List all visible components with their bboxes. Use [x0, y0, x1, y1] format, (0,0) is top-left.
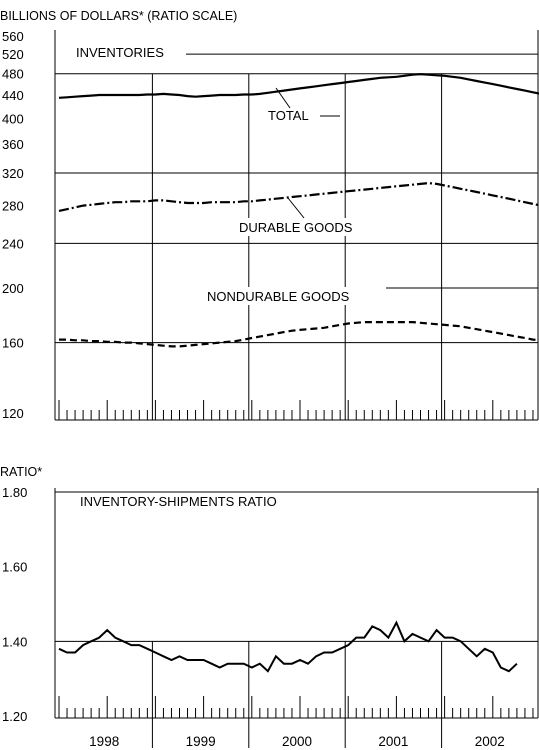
- top-x-ticks: [58, 400, 534, 420]
- section-label: INVENTORIES: [76, 45, 164, 60]
- series-label-durable: DURABLE GOODS: [239, 220, 353, 235]
- top-y-ticks: 560 520 480 440 400 360 320 280 240 200 160 120: [2, 29, 24, 421]
- top-chart-title: BILLIONS OF DOLLARS* (RATIO SCALE): [0, 9, 237, 23]
- top-series: [58, 73, 539, 348]
- y-tick-label: 280: [2, 199, 24, 214]
- section-label-bg: [68, 42, 186, 62]
- y-tick-label: 400: [2, 111, 24, 126]
- y-tick-label: 160: [2, 336, 24, 351]
- top-gridlines: [55, 53, 538, 420]
- series-label-nondurable: NONDURABLE GOODS: [207, 289, 350, 304]
- bottom-chart-title: RATIO*: [0, 465, 42, 479]
- y-tick-label: 120: [2, 406, 24, 421]
- nondurable-label-bg: [204, 287, 386, 305]
- ratio-panel: RATIO* 1.80 1.60 1.40 1.20 INVENTORY-SHIPME…: [0, 465, 539, 749]
- series-line-nondurable-goods: [59, 321, 539, 348]
- series-line-inventory-shipments-ratio: [58, 620, 518, 673]
- y-tick-label: 1.40: [2, 634, 27, 649]
- y-tick-label: 200: [2, 281, 24, 296]
- y-tick-label: 480: [2, 67, 24, 82]
- y-tick-label: 240: [2, 236, 24, 251]
- durable-label-arrow: [287, 197, 305, 219]
- bottom-y-ticks: 1.80 1.60 1.40 1.20: [2, 485, 27, 724]
- y-tick-label: 320: [2, 166, 24, 181]
- durable-label-bg: [236, 218, 368, 236]
- y-tick-label: 560: [2, 29, 24, 44]
- y-tick-label: 440: [2, 88, 24, 103]
- y-tick-label: 1.20: [2, 709, 27, 724]
- y-tick-label: 520: [2, 47, 24, 62]
- series-line-total: [58, 73, 539, 99]
- series-label-ratio: INVENTORY-SHIPMENTS RATIO: [80, 494, 277, 509]
- total-label-arrow: [275, 87, 291, 109]
- series-line-durable-goods: [58, 181, 539, 212]
- x-year-label: 1999: [186, 734, 216, 749]
- x-year-label: 2002: [475, 734, 505, 749]
- bottom-gridlines: [55, 491, 538, 748]
- x-year-label: 1998: [89, 734, 119, 749]
- y-tick-label: 360: [2, 137, 24, 152]
- y-tick-label: 1.80: [2, 485, 27, 500]
- series-label-total: TOTAL: [268, 108, 309, 123]
- year-labels: 1998 1999 2000 2001 2002: [89, 734, 505, 749]
- total-label-bg: [262, 106, 320, 124]
- bottom-x-ticks: [58, 696, 534, 718]
- y-tick-label: 1.60: [2, 560, 27, 575]
- x-year-label: 2000: [282, 734, 312, 749]
- x-year-label: 2001: [378, 734, 408, 749]
- inventories-panel: BILLIONS OF DOLLARS* (RATIO SCALE) 560 52…: [0, 9, 539, 421]
- bottom-series: [58, 620, 518, 673]
